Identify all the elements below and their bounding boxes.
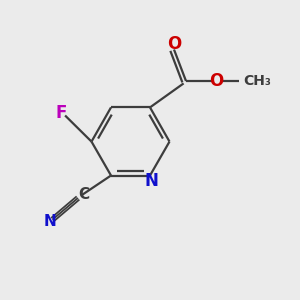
Text: N: N	[44, 214, 56, 230]
Text: O: O	[167, 35, 181, 53]
Text: F: F	[56, 103, 67, 122]
Text: C: C	[78, 187, 89, 202]
Text: N: N	[145, 172, 158, 190]
Text: O: O	[209, 72, 223, 90]
Text: CH₃: CH₃	[243, 74, 271, 88]
